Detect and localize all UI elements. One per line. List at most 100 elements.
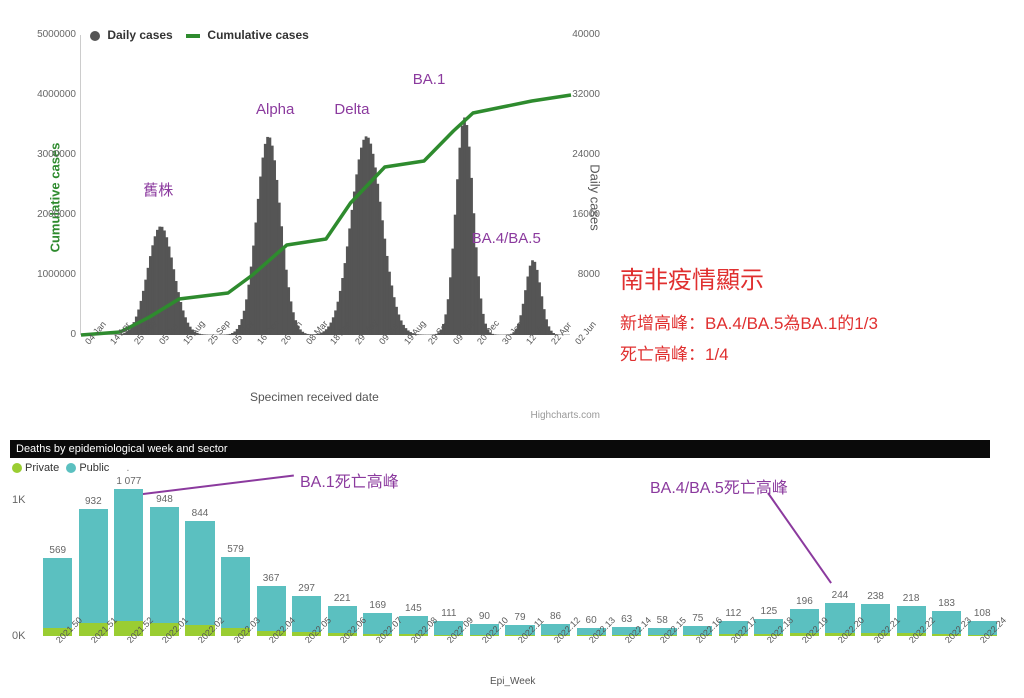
y2-tick: 40000 (572, 29, 600, 40)
bar-plot-area: 5699321 07794884457936729722116914511190… (40, 486, 1000, 636)
y2-tick: 16000 (572, 209, 600, 220)
daily-bar (179, 302, 182, 335)
bottom-legend: Private Public . (12, 462, 1014, 474)
bar-public (79, 509, 108, 623)
bar-value: 948 (150, 494, 179, 505)
side-line2: 死亡高峰：1/4 (620, 340, 878, 371)
daily-bar (266, 137, 269, 335)
daily-bar (454, 215, 457, 335)
daily-bar (259, 177, 262, 335)
daily-bar (351, 210, 354, 335)
y1-tick: 5000000 (28, 29, 76, 40)
bar-value: 196 (790, 596, 819, 607)
daily-bar (458, 148, 461, 335)
by-tick: 1K (12, 494, 25, 506)
daily-bar (201, 334, 204, 335)
bar-value: 218 (897, 593, 926, 604)
daily-bar (285, 270, 288, 335)
daily-bar (451, 249, 454, 335)
daily-bar (273, 160, 276, 335)
side-title: 南非疫情顯示 (620, 260, 878, 295)
daily-bar (269, 138, 272, 335)
daily-bar (477, 276, 480, 335)
variant-label: Delta (334, 101, 369, 118)
bar-value: 569 (43, 545, 72, 556)
bar-value: 183 (932, 598, 961, 609)
daily-bar (262, 158, 265, 335)
bar-value: 108 (968, 608, 997, 619)
daily-bar (254, 223, 257, 335)
daily-bar (271, 146, 274, 335)
daily-bar (278, 203, 281, 335)
y1-tick: 0 (28, 329, 76, 340)
cases-chart: Daily cases Cumulative cases Cumulative … (10, 0, 610, 430)
daily-bar (386, 256, 389, 335)
bar-public (150, 507, 179, 623)
daily-bar (301, 332, 304, 335)
bar-value: 86 (541, 611, 570, 622)
bar-value: 1 077 (114, 476, 143, 487)
y1-tick: 4000000 (28, 89, 76, 100)
daily-bar (280, 226, 283, 335)
bar-column: 932 (79, 509, 108, 636)
daily-bar (376, 184, 379, 335)
daily-bar (165, 237, 168, 335)
legend-private: Private (25, 462, 59, 474)
bar-public (43, 558, 72, 628)
daily-bar (480, 298, 483, 335)
legend-dot: . (126, 462, 129, 474)
y1-tick: 1000000 (28, 269, 76, 280)
daily-bar (156, 230, 159, 335)
daily-bar (468, 147, 471, 335)
bar-value: 297 (292, 583, 321, 594)
daily-bar (529, 266, 532, 335)
daily-bar (304, 333, 307, 335)
daily-bar (182, 310, 185, 335)
bar-value: 169 (363, 600, 392, 611)
bar-value: 112 (719, 608, 748, 619)
daily-bar (158, 227, 161, 335)
chart-credit: Highcharts.com (531, 410, 600, 421)
daily-bar (229, 334, 232, 335)
bar-value: 145 (399, 603, 428, 614)
daily-bar (365, 136, 368, 335)
y2-tick: 32000 (572, 89, 600, 100)
daily-bar (465, 125, 468, 335)
side-annotation: 南非疫情顯示 新增高峰：BA.4/BA.5為BA.1的1/3 死亡高峰：1/4 (620, 260, 878, 370)
bar-column: 1 077 (114, 489, 143, 636)
daily-bar (327, 326, 330, 335)
daily-bar (168, 247, 171, 335)
y2-axis-label: Daily cases (587, 164, 602, 230)
y1-tick: 3000000 (28, 149, 76, 160)
bar-value: 844 (185, 508, 214, 519)
daily-bar (358, 159, 361, 335)
bar-column: 948 (150, 507, 179, 636)
daily-bar (161, 227, 164, 335)
variant-label: BA.1 (413, 71, 446, 88)
daily-bar (163, 230, 166, 335)
by-tick: 0K (12, 630, 25, 642)
daily-bar (461, 126, 464, 335)
daily-bar (276, 180, 279, 335)
private-dot-icon (12, 463, 22, 473)
daily-bar (398, 314, 401, 335)
y2-tick: 8000 (578, 269, 600, 280)
bottom-x-label: Epi_Week (490, 676, 535, 687)
public-dot-icon (66, 463, 76, 473)
variant-label: Alpha (256, 101, 294, 118)
deaths-bar-chart: BA.1死亡高峰 BA.4/BA.5死亡高峰 5699321 077948844… (10, 476, 1010, 676)
bar-column: 844 (185, 521, 214, 636)
daily-bar (379, 202, 382, 335)
daily-bar (524, 290, 527, 335)
bar-value: 932 (79, 496, 108, 507)
daily-bar (531, 260, 534, 335)
x-axis-label: Specimen received date (250, 390, 379, 404)
bar-public (221, 557, 250, 628)
daily-bar (526, 277, 529, 335)
bar-value: 125 (754, 606, 783, 617)
daily-bar (381, 220, 384, 335)
daily-bar (283, 249, 286, 335)
bar-value: 111 (434, 608, 463, 619)
deaths-banner: Deaths by epidemiological week and secto… (10, 440, 990, 458)
bar-value: 244 (825, 590, 854, 601)
